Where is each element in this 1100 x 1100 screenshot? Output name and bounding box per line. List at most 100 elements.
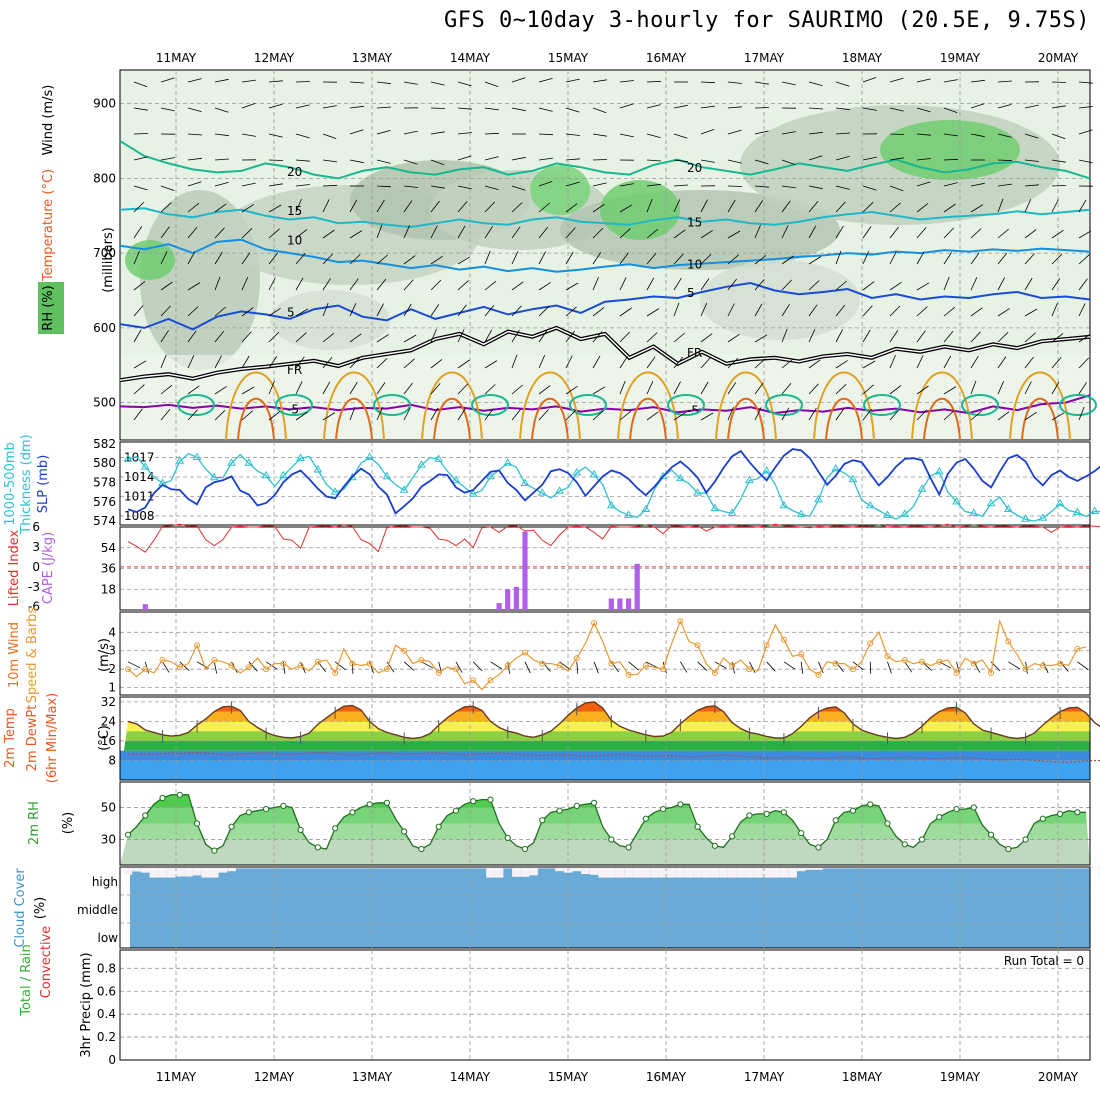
upper-wind-barb — [511, 384, 523, 395]
surface-wind-barb — [680, 661, 688, 673]
upper-wind-barb — [727, 254, 739, 265]
wind-speed-marker — [297, 662, 304, 669]
upper-wind-barb — [700, 278, 710, 291]
high-cloud-gap — [175, 867, 185, 877]
rh-point-marker — [383, 799, 391, 806]
high-cloud-gap — [952, 867, 961, 869]
wind-speed-marker — [694, 642, 701, 649]
wind-speed-marker — [522, 649, 529, 656]
upper-wind-barb — [943, 386, 957, 395]
cape-tick-label: 18 — [101, 582, 116, 596]
upper-wind-barb — [403, 358, 415, 369]
upper-wind-barb — [916, 107, 931, 113]
upper-wind-barb — [484, 329, 493, 343]
high-cloud-gap — [753, 867, 763, 878]
upper-wind-barb — [1024, 159, 1039, 162]
upper-wind-barb — [646, 159, 662, 162]
cape-bar — [634, 563, 640, 610]
thickness-point-marker — [365, 452, 375, 460]
cape-axis-label: CAPE (J/kg) — [41, 532, 56, 604]
upper-wind-barb — [484, 384, 496, 395]
upper-wind-barb — [403, 185, 418, 188]
upper-wind-barb — [322, 332, 335, 343]
upper-wind-barb — [295, 159, 310, 162]
wind-speed-marker — [711, 669, 718, 676]
upper-wind-barb — [700, 254, 712, 265]
rh-point-marker — [521, 845, 529, 853]
cape-bar — [608, 598, 614, 610]
upper-wind-barb — [376, 278, 387, 291]
high-cloud-gap — [486, 867, 495, 878]
upper-wind-barb — [214, 386, 227, 395]
upper-wind-barb — [133, 250, 140, 265]
upper-wind-barb — [808, 81, 823, 86]
upper-wind-barb — [916, 133, 931, 136]
upper-wind-barb — [862, 77, 877, 83]
high-cloud-gap — [1004, 867, 1013, 869]
date-label-bottom: 15MAY — [548, 1070, 589, 1084]
upper-wind-barb — [646, 104, 661, 109]
rh-tick-label: 30 — [101, 832, 116, 846]
upper-wind-barb — [268, 331, 280, 343]
rh-legend-label: RH (%) — [41, 285, 56, 330]
upper-wind-barb — [484, 156, 499, 161]
date-label-bottom: 16MAY — [646, 1070, 687, 1084]
rh-shading-region — [600, 180, 680, 240]
upper-wind-barb — [862, 202, 874, 213]
surface-wind-barb — [628, 661, 639, 671]
rh-point-marker — [452, 807, 460, 814]
upper-wind-barb — [835, 107, 850, 111]
rh-point-marker — [625, 844, 632, 851]
upper-wind-barb — [619, 410, 632, 421]
surface-wind-barb — [697, 661, 708, 671]
high-cloud-gap — [840, 867, 849, 869]
rh2m-axis-label: 2m RH — [27, 801, 42, 845]
wind-speed-marker — [642, 662, 649, 669]
rh-color-band — [120, 823, 1090, 840]
wind-speed-marker — [832, 660, 839, 667]
high-cloud-gap — [374, 867, 383, 869]
high-cloud-gap — [969, 867, 979, 869]
upper-wind-barb — [1051, 357, 1062, 369]
upper-wind-barb — [322, 229, 335, 239]
upper-wind-barb — [349, 230, 363, 239]
wind-speed-marker — [953, 669, 960, 676]
upper-wind-barb — [241, 331, 252, 343]
rh-point-marker — [504, 834, 511, 842]
upper-wind-barb — [673, 381, 681, 395]
upper-wind-barb — [457, 225, 466, 239]
upper-wind-barb — [727, 129, 742, 135]
thickness-point-marker — [883, 510, 892, 518]
thickness-point-marker — [520, 478, 530, 486]
upper-wind-barb — [565, 282, 579, 291]
upper-wind-barb — [835, 384, 847, 395]
upper-wind-barb — [619, 228, 631, 239]
upper-wind-barb — [835, 408, 845, 421]
upper-wind-barb — [241, 133, 256, 137]
high-cloud-gap — [417, 867, 426, 869]
upper-wind-barb — [781, 279, 792, 291]
high-cloud-gap — [356, 867, 366, 869]
upper-wind-barb — [646, 183, 661, 187]
high-cloud-gap — [1064, 867, 1073, 869]
upper-wind-barb — [187, 355, 195, 369]
upper-wind-barb — [646, 411, 659, 421]
upper-wind-barb — [376, 130, 391, 135]
upper-wind-barb — [349, 129, 364, 135]
high-cloud-gap — [408, 867, 418, 869]
upper-wind-barb — [889, 281, 902, 291]
high-cloud-gap — [822, 867, 832, 869]
slp-series-line — [127, 448, 1100, 515]
upper-wind-barb — [430, 107, 446, 109]
upper-wind-barb — [1024, 199, 1032, 213]
upper-wind-barb — [592, 252, 602, 265]
li-cape-frame — [119, 526, 1091, 611]
upper-wind-barb — [808, 329, 816, 343]
high-cloud-gap — [995, 867, 1004, 869]
upper-wind-barb — [160, 251, 168, 265]
upper-wind-barb — [376, 199, 385, 213]
upper-wind-barb — [538, 409, 549, 421]
upper-wind-barb — [565, 133, 580, 136]
upper-wind-barb — [754, 130, 769, 135]
isotherm-25-loop — [1009, 371, 1071, 441]
